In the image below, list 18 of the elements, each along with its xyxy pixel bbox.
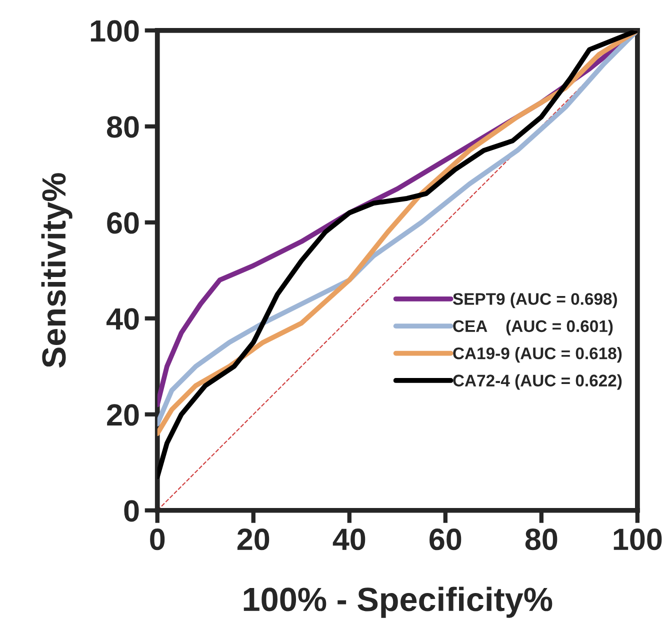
y-tick-label: 0 bbox=[124, 500, 139, 522]
x-tick-label: 0 bbox=[150, 528, 165, 550]
y-axis-title: Sensitivity% bbox=[41, 173, 72, 368]
y-tick-label: 60 bbox=[107, 212, 139, 234]
x-tick-label: 80 bbox=[525, 528, 558, 550]
legend-label: SEPT9 (AUC = 0.698) bbox=[452, 292, 617, 308]
legend-label: CA72-4 (AUC = 0.622) bbox=[453, 374, 622, 390]
x-axis-title: 100% - Specificity% bbox=[244, 586, 552, 618]
legend-label: CA19-9 (AUC = 0.618) bbox=[453, 347, 622, 363]
y-tick-label: 80 bbox=[106, 116, 139, 138]
x-tick-label: 40 bbox=[332, 528, 366, 550]
x-tick-label: 20 bbox=[237, 528, 270, 550]
y-tick-label: 20 bbox=[107, 404, 139, 426]
x-tick-label: 60 bbox=[430, 528, 462, 550]
y-tick-label: 100 bbox=[90, 20, 139, 42]
legend-label: CEA (AUC = 0.601) bbox=[453, 320, 613, 336]
y-tick-label: 40 bbox=[106, 308, 139, 330]
x-tick-label: 100 bbox=[614, 528, 662, 550]
